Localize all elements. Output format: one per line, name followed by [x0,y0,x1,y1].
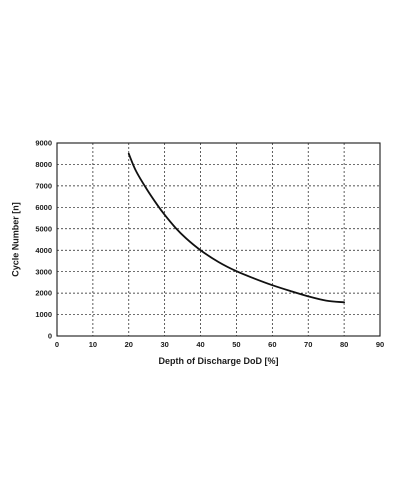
y-axis-title: Cycle Number [n] [10,202,20,277]
y-tick-label: 3000 [35,267,52,276]
x-tick-label: 60 [268,340,276,349]
x-tick-label: 0 [55,340,59,349]
y-tick-label: 0 [48,332,52,341]
plot-frame [56,142,381,337]
x-tick-label: 90 [376,340,384,349]
x-tick-label: 70 [304,340,312,349]
y-tick-label: 9000 [35,139,52,148]
grid-lines [57,143,380,336]
x-tick-label: 10 [89,340,97,349]
series-line-0 [127,152,346,304]
x-tick-label: 20 [125,340,133,349]
x-tick-label: 50 [232,340,240,349]
y-tick-label: 8000 [35,160,52,169]
y-tick-label: 5000 [35,224,52,233]
y-tick-label: 6000 [35,203,52,212]
y-tick-label: 7000 [35,181,52,190]
x-axis-ticks: 0 10 20 30 40 50 60 70 80 90 [55,340,384,349]
y-tick-label: 2000 [35,289,52,298]
y-tick-label: 1000 [35,310,52,319]
x-tick-label: 40 [196,340,204,349]
y-tick-label: 4000 [35,246,52,255]
x-axis-title: Depth of Discharge DoD [%] [158,356,278,366]
x-tick-label: 80 [340,340,348,349]
series-layer [127,152,346,304]
x-tick-label: 30 [160,340,168,349]
y-axis-ticks: 0 1000 2000 3000 4000 5000 6000 7000 8000 9000 [35,139,52,341]
